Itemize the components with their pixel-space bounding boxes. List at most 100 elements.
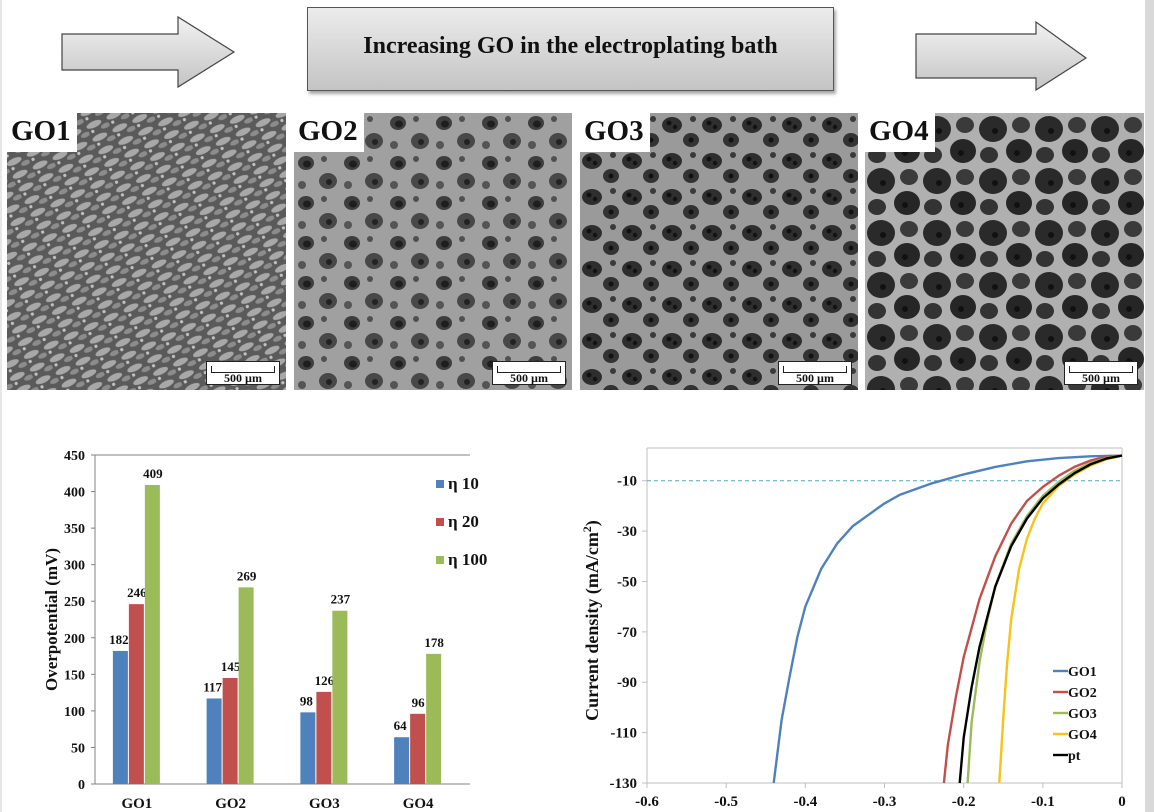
legend-swatch — [436, 556, 444, 564]
data-label: 64 — [394, 718, 408, 733]
x-tick-label: GO1 — [121, 796, 152, 812]
data-label: 96 — [412, 695, 426, 710]
bar-η-10-GO2 — [206, 698, 222, 784]
sem-micrograph-go3 — [580, 113, 858, 390]
scale-bar-text: 500 µm — [224, 371, 262, 385]
y-tick-label: 200 — [64, 632, 85, 647]
data-label: 145 — [221, 659, 241, 674]
scale-bar-text: 500 µm — [1082, 371, 1120, 385]
y-tick-label: -110 — [610, 726, 637, 742]
data-label: 182 — [109, 632, 129, 647]
legend-label: η 100 — [448, 550, 487, 569]
legend-label: pt — [1068, 749, 1081, 764]
y-tick-label: 300 — [64, 559, 85, 574]
legend-swatch — [436, 518, 444, 526]
y-tick-label: 100 — [64, 705, 85, 720]
legend-swatch — [436, 480, 444, 488]
data-label: 178 — [424, 635, 444, 650]
y-tick-label: -130 — [610, 776, 638, 792]
series-line-GO1 — [772, 454, 1123, 784]
right-arrow-icon-right — [915, 20, 1088, 92]
x-tick-label: -0.1 — [1031, 794, 1055, 810]
y-tick-label: 150 — [64, 668, 85, 683]
right-arrow-icon-left — [61, 15, 236, 89]
legend-label: η 20 — [448, 512, 479, 531]
scale-bar: 500 µm — [1064, 361, 1138, 385]
x-tick-label: GO4 — [403, 796, 434, 812]
y-axis-label-end: ) — [582, 520, 603, 526]
sem-micrograph-go1 — [7, 113, 286, 390]
data-label: 117 — [203, 679, 222, 694]
legend-label: η 10 — [448, 474, 479, 493]
y-tick-label: 0 — [78, 778, 85, 793]
y-tick-label: -50 — [617, 574, 637, 590]
x-tick-label: 0 — [1118, 794, 1126, 810]
data-label: 269 — [237, 568, 257, 583]
legend-label: GO3 — [1068, 707, 1097, 722]
series-line-GO3 — [966, 454, 1123, 784]
bar-η-20-GO1 — [128, 604, 144, 784]
bar-η-20-GO2 — [222, 677, 238, 784]
scale-bar: 500 µm — [778, 361, 852, 385]
banner-box: Increasing GO in the electroplating bath — [307, 7, 834, 91]
scale-bar-text: 500 µm — [796, 371, 834, 385]
sem-image-go2: GO2 500 µm — [294, 113, 572, 390]
sem-image-go1: GO1 500 µm — [7, 113, 286, 390]
y-tick-label: 450 — [64, 449, 85, 464]
x-tick-label: -0.3 — [873, 794, 897, 810]
data-label: 98 — [300, 693, 314, 708]
x-tick-label: GO3 — [309, 796, 340, 812]
x-tick-label: -0.5 — [714, 794, 738, 810]
y-axis-label-superscript: 2 — [580, 526, 594, 532]
sem-label: GO2 — [294, 113, 364, 152]
y-tick-label: -70 — [617, 625, 637, 641]
bar-η-10-GO3 — [300, 712, 316, 784]
y-tick-label: 350 — [64, 522, 85, 537]
scale-bar: 500 µm — [492, 361, 566, 385]
bar-η-20-GO3 — [316, 691, 332, 784]
x-tick-label: -0.4 — [793, 794, 817, 810]
y-tick-label: 400 — [64, 486, 85, 501]
bar-η-20-GO4 — [410, 713, 426, 784]
left-border — [0, 0, 2, 812]
banner-text: Increasing GO in the electroplating bath — [363, 33, 778, 59]
sem-label: GO1 — [7, 113, 77, 152]
bar-η-100-GO2 — [238, 587, 254, 784]
overpotential-bar-chart: 0 50 100 150 200 250 300 350 400 450 Overpotential… — [42, 449, 487, 812]
scale-bar-text: 500 µm — [510, 371, 548, 385]
sem-micrograph-go4 — [865, 113, 1144, 390]
bar-η-100-GO1 — [144, 484, 160, 784]
x-tick-label: GO2 — [215, 796, 246, 812]
scrollbar-track[interactable] — [1145, 0, 1154, 812]
bar-η-100-GO3 — [332, 610, 348, 784]
sem-image-go3: GO3 500 µm — [580, 113, 858, 390]
sem-micrograph-go2 — [294, 113, 572, 390]
legend-label: GO1 — [1068, 665, 1097, 680]
sem-image-go4: GO4 500 µm — [865, 113, 1144, 390]
data-label: 246 — [127, 585, 147, 600]
data-label: 409 — [143, 466, 163, 481]
y-tick-label: -90 — [617, 675, 637, 691]
bar-η-10-GO4 — [394, 737, 410, 784]
y-tick-label: -10 — [617, 474, 637, 490]
y-tick-label: 250 — [64, 595, 85, 610]
bar-η-100-GO4 — [426, 653, 442, 784]
legend-label: GO4 — [1068, 728, 1097, 743]
y-tick-label: 50 — [71, 741, 85, 756]
y-axis-label: Overpotential (mV) — [42, 548, 61, 691]
series-line-GO2 — [942, 454, 1123, 784]
legend-label: GO2 — [1068, 686, 1097, 701]
y-tick-label: -30 — [617, 524, 637, 540]
scale-bar: 500 µm — [206, 361, 280, 385]
data-label: 237 — [331, 592, 351, 607]
series-line-pt — [958, 454, 1123, 784]
bar-η-10-GO1 — [112, 650, 128, 784]
data-label: 126 — [315, 673, 335, 688]
y-axis-label-main: Current density (mA/cm — [582, 532, 603, 721]
y-axis-label: Current density (mA/cm2) — [580, 520, 603, 721]
x-tick-label: -0.2 — [952, 794, 976, 810]
sem-label: GO3 — [580, 113, 650, 152]
sem-label: GO4 — [865, 113, 935, 152]
polarization-line-chart: -0.6 -0.5 -0.4 -0.3 -0.2 -0.1 0 -10 -30 -50 -70 -90… — [580, 447, 1126, 810]
x-tick-label: -0.6 — [635, 794, 659, 810]
